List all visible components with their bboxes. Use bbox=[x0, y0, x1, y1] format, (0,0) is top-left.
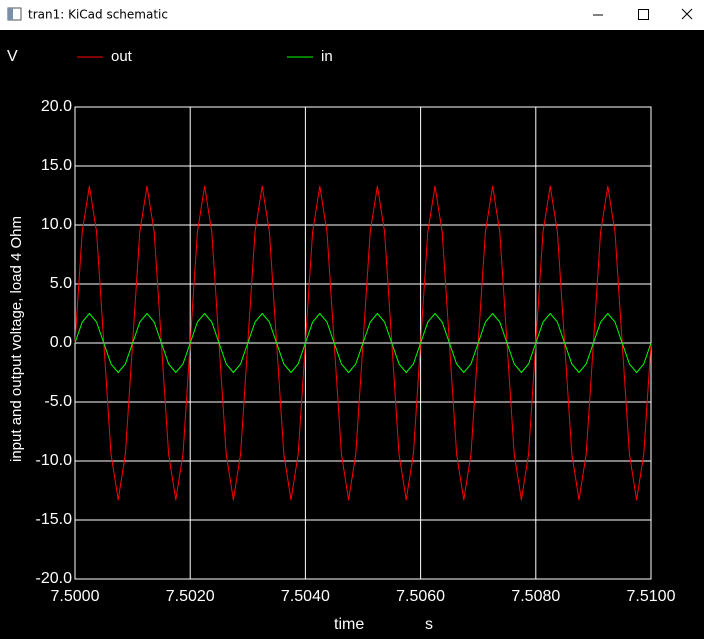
y-tick-label: 0.0 bbox=[50, 334, 72, 351]
y-tick-label: -15.0 bbox=[36, 511, 73, 528]
x-axis-label: time bbox=[334, 616, 364, 633]
maximize-button[interactable] bbox=[621, 0, 665, 30]
window-title: tran1: KiCad schematic bbox=[28, 8, 168, 22]
y-tick-label: 15.0 bbox=[41, 157, 72, 174]
plot-background bbox=[0, 30, 704, 639]
app-icon bbox=[7, 7, 22, 21]
y-tick-label: -20.0 bbox=[36, 570, 73, 587]
x-tick-label: 7.5100 bbox=[627, 588, 676, 605]
y-tick-label: 10.0 bbox=[41, 216, 72, 233]
minimize-button[interactable] bbox=[576, 0, 620, 30]
y-axis-label: input and output voltage, load 4 Ohm bbox=[8, 216, 25, 462]
y-tick-label: -5.0 bbox=[44, 393, 72, 410]
legend-label: in bbox=[321, 48, 333, 65]
x-tick-label: 7.5080 bbox=[511, 588, 560, 605]
x-tick-label: 7.5000 bbox=[51, 588, 100, 605]
close-button[interactable] bbox=[666, 0, 704, 30]
x-tick-label: 7.5040 bbox=[281, 588, 330, 605]
x-tick-label: 7.5060 bbox=[396, 588, 445, 605]
x-unit: s bbox=[425, 616, 433, 633]
y-tick-label: -10.0 bbox=[36, 452, 73, 469]
x-tick-label: 7.5020 bbox=[166, 588, 215, 605]
legend-label: out bbox=[111, 48, 133, 65]
y-tick-label: 5.0 bbox=[50, 275, 72, 292]
y-unit: V bbox=[7, 48, 18, 65]
y-tick-label: 20.0 bbox=[41, 98, 72, 115]
series-line bbox=[74, 313, 652, 373]
